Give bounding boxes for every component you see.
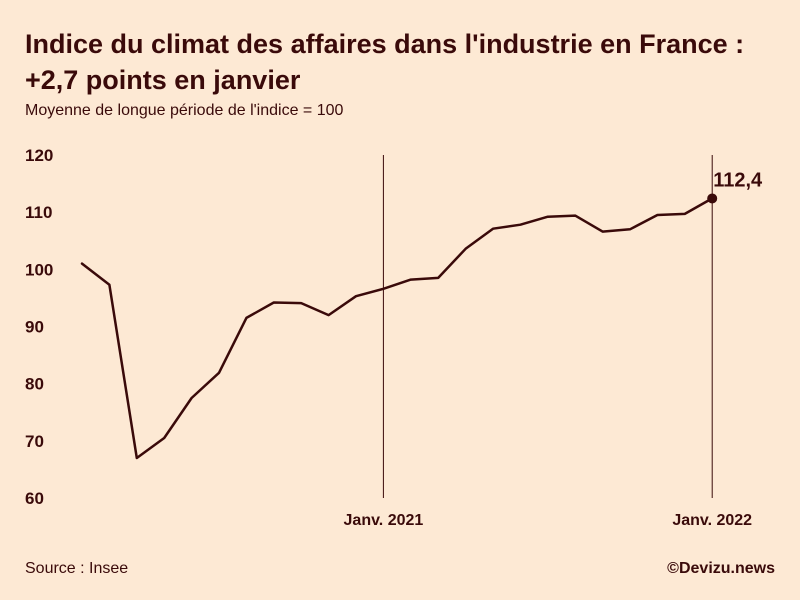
- credit-note: ©Devizu.news: [667, 560, 775, 577]
- y-tick-label: 90: [25, 318, 44, 337]
- end-value-label: 112,4: [713, 169, 763, 191]
- y-tick-label: 70: [25, 432, 44, 451]
- y-tick-label: 120: [25, 146, 53, 165]
- chart-title: Indice du climat des affaires dans l'ind…: [25, 26, 785, 98]
- source-note: Source : Insee: [25, 560, 129, 577]
- chart-title-line-2: +2,7 points en janvier: [25, 65, 301, 95]
- y-tick-label: 110: [25, 203, 52, 222]
- y-tick-label: 60: [25, 489, 44, 508]
- y-tick-label: 100: [25, 260, 53, 279]
- x-annotation-label: Janv. 2022: [672, 512, 752, 529]
- chart-subtitle: Moyenne de longue période de l'indice = …: [25, 102, 344, 119]
- y-tick-label: 80: [25, 375, 44, 394]
- series-line: [80, 197, 714, 460]
- end-point-marker: [707, 193, 718, 204]
- chart-title-line-1: Indice du climat des affaires dans l'ind…: [25, 29, 745, 59]
- x-annotation-label: Janv. 2021: [344, 512, 424, 529]
